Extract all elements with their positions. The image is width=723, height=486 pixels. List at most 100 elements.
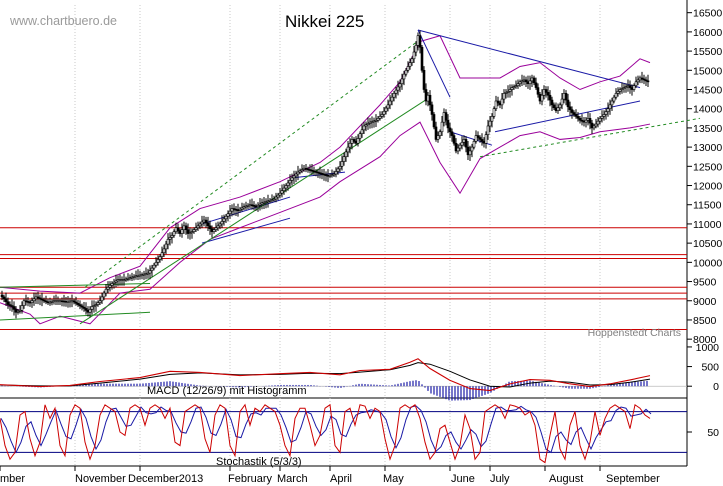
candle-body [620, 88, 624, 90]
candle-body [276, 194, 280, 198]
candle-body [32, 298, 36, 302]
trend-line [417, 29, 641, 89]
candle-body [220, 221, 224, 225]
candle-body [438, 131, 442, 136]
month-label: November [75, 473, 126, 485]
price-y-tick-label: 14000 [693, 104, 722, 116]
candle-body [548, 94, 552, 101]
price-y-tick-label: 12000 [693, 181, 722, 193]
month-label: December2013 [128, 473, 203, 485]
stoch-k-line [0, 403, 651, 464]
candle-body [472, 141, 476, 148]
candle-body [418, 35, 422, 48]
candle-body [148, 270, 152, 274]
candle-body [448, 127, 452, 133]
candle-body [342, 156, 346, 162]
candle-body [94, 304, 98, 306]
candle-body [602, 114, 606, 117]
candle-body [458, 144, 462, 149]
candle-body [486, 125, 490, 135]
candle-body [10, 305, 14, 307]
candle-body [612, 96, 616, 102]
candle-body [118, 279, 122, 281]
month-label: mber [0, 473, 25, 485]
candle-body [130, 276, 134, 279]
candle-body [356, 138, 360, 144]
candle-body [8, 304, 12, 306]
candle-body [616, 91, 620, 94]
candle-body [170, 235, 174, 238]
stoch-d-line [0, 405, 652, 454]
candle-body [592, 125, 596, 129]
candle-body [246, 205, 250, 207]
candle-body [610, 100, 614, 106]
candle-body [400, 78, 404, 85]
candle-body [452, 135, 456, 144]
candle-body [70, 300, 74, 303]
price-y-tick-label: 8500 [693, 315, 717, 327]
macd-y-tick-label: 500 [701, 362, 719, 374]
candle-body [86, 310, 90, 313]
candle-body [102, 292, 106, 298]
candle-body [594, 123, 598, 127]
candle-body [606, 108, 610, 112]
candle-body [590, 122, 594, 129]
price-y-tick-label: 10500 [693, 238, 722, 250]
candle-body [124, 278, 128, 281]
candle-body [196, 225, 200, 229]
candle-body [632, 85, 636, 90]
candle-body [228, 210, 232, 214]
candle-body [500, 98, 504, 106]
candle-body [528, 80, 532, 85]
month-label: May [383, 473, 404, 485]
candle-body [114, 280, 118, 283]
candle-body [420, 46, 424, 71]
candle-body [560, 98, 564, 106]
candle-body [240, 207, 244, 210]
candle-body [504, 92, 508, 94]
candle-body [216, 225, 220, 229]
price-candles [0, 30, 650, 319]
candle-body [470, 146, 474, 152]
candle-body [280, 190, 284, 194]
bollinger-lower [0, 121, 651, 325]
macd-y-ticks: 0 500 1000 [687, 342, 719, 393]
candle-body [378, 116, 382, 119]
candle-body [214, 227, 218, 230]
candle-body [474, 135, 478, 142]
candle-body [156, 259, 160, 263]
candle-body [166, 238, 170, 245]
candle-body [404, 69, 408, 75]
candle-body [72, 300, 76, 303]
candle-body [422, 69, 426, 90]
candle-body [568, 106, 572, 110]
candle-body [432, 114, 436, 128]
candle-body [172, 231, 176, 236]
candle-body [160, 252, 164, 257]
candle-body [120, 279, 124, 281]
candle-body [180, 229, 184, 234]
candle-body [408, 62, 412, 67]
trend-line [201, 217, 291, 244]
candle-body [232, 208, 236, 210]
candle-body [20, 305, 24, 311]
trend-lines [0, 29, 701, 325]
candle-body [44, 300, 48, 303]
candle-body [186, 229, 190, 234]
candle-body [444, 112, 448, 121]
stoch-y-tick-label: 50 [707, 427, 719, 439]
price-y-tick-label: 15000 [693, 65, 722, 77]
candle-body [198, 223, 202, 227]
candle-body [508, 89, 512, 92]
trend-line [494, 100, 641, 133]
candle-body [596, 120, 600, 125]
candle-body [366, 123, 370, 126]
candle-body [188, 232, 192, 234]
candle-body [502, 93, 506, 100]
candle-body [478, 137, 482, 140]
candle-body [414, 45, 418, 53]
price-y-tick-label: 10000 [693, 257, 722, 269]
macd-signal-line [0, 362, 651, 388]
trend-line [79, 96, 431, 325]
candle-body [278, 192, 282, 196]
